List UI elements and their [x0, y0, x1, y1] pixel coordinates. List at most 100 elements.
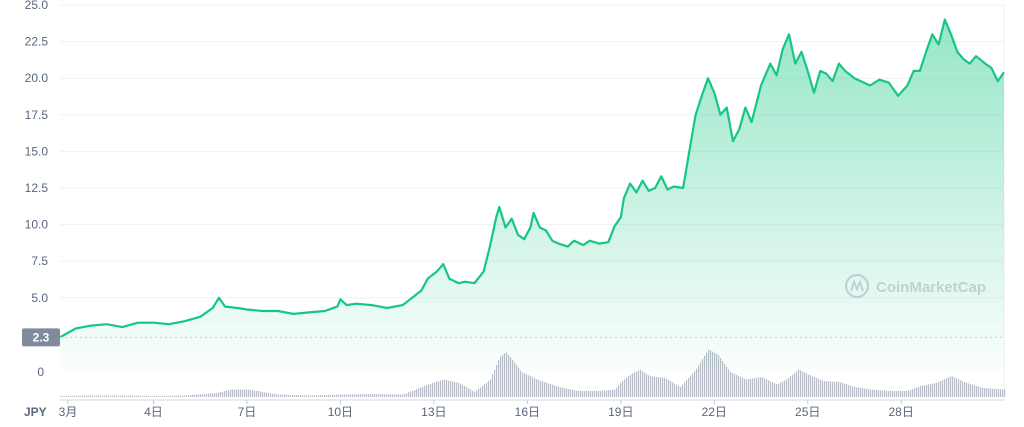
coinmarketcap-logo-icon	[844, 273, 870, 299]
volume-bar	[376, 394, 378, 397]
volume-bar	[106, 395, 108, 397]
volume-bar	[312, 395, 314, 397]
volume-bar	[632, 373, 634, 397]
volume-bar	[750, 378, 752, 397]
volume-bar	[904, 391, 906, 397]
volume-bar	[756, 377, 758, 397]
volume-bar	[864, 388, 866, 397]
volume-bar	[820, 379, 822, 397]
volume-bar	[314, 395, 316, 397]
volume-bar	[484, 384, 486, 397]
volume-bar	[994, 388, 996, 397]
volume-bar	[778, 383, 780, 397]
volume-bar	[436, 381, 438, 397]
volume-bar	[894, 391, 896, 397]
volume-bar	[702, 359, 704, 397]
volume-bar	[390, 394, 392, 397]
volume-bar	[184, 395, 186, 397]
volume-bar	[412, 390, 414, 397]
volume-bar	[152, 395, 154, 397]
price-line	[59, 18, 1005, 339]
volume-bar	[846, 384, 848, 397]
volume-bar	[640, 369, 642, 397]
volume-bar	[816, 377, 818, 397]
volume-bar	[982, 387, 984, 397]
volume-bar	[134, 395, 136, 397]
volume-bar	[680, 386, 682, 397]
volume-bar	[402, 394, 404, 397]
volume-bar	[882, 390, 884, 397]
volume-bar	[324, 395, 326, 397]
volume-bar	[562, 387, 564, 397]
volume-bar	[100, 395, 102, 397]
volume-bar	[916, 387, 918, 397]
volume-bar	[714, 352, 716, 397]
y-tick-label: 22.5	[25, 35, 49, 49]
volume-bar	[940, 380, 942, 397]
volume-bar	[554, 385, 556, 397]
volume-bar	[566, 388, 568, 397]
volume-bar	[382, 394, 384, 397]
volume-bar	[426, 385, 428, 397]
volume-bar	[336, 394, 338, 397]
volume-bar	[692, 373, 694, 397]
volume-bar	[694, 371, 696, 397]
volume-bar	[286, 394, 288, 397]
volume-bar	[380, 394, 382, 397]
volume-bar	[984, 388, 986, 397]
volume-bar	[352, 394, 354, 397]
volume-bar	[834, 381, 836, 397]
volume-bar	[868, 389, 870, 397]
volume-bar	[508, 354, 510, 397]
volume-bar	[534, 378, 536, 397]
volume-bar	[686, 380, 688, 397]
volume-bar	[532, 377, 534, 397]
volume-bar	[858, 387, 860, 397]
volume-bar	[218, 392, 220, 397]
volume-bar	[870, 389, 872, 397]
volume-bar	[166, 395, 168, 397]
volume-bar	[814, 377, 816, 397]
volume-bar	[500, 356, 502, 397]
volume-bar	[636, 371, 638, 397]
volume-bar	[998, 389, 1000, 397]
volume-bar	[892, 391, 894, 397]
volume-bar	[88, 395, 90, 397]
volume-bar	[890, 391, 892, 397]
volume-bar	[216, 392, 218, 397]
volume-bar	[468, 388, 470, 397]
volume-bar	[776, 384, 778, 397]
x-tick-label: 3月	[59, 405, 78, 419]
volume-bar	[420, 387, 422, 397]
volume-bars	[60, 349, 1006, 397]
volume-bar	[874, 389, 876, 397]
volume-bar	[246, 389, 248, 397]
volume-bar	[842, 383, 844, 397]
x-tick-label: 16日	[515, 405, 540, 419]
volume-bar	[958, 379, 960, 397]
volume-bar	[266, 392, 268, 397]
volume-bar	[676, 384, 678, 397]
volume-bar	[732, 373, 734, 397]
current-price-value: 2.3	[33, 330, 50, 344]
volume-bar	[304, 395, 306, 397]
volume-bar	[596, 391, 598, 397]
volume-bar	[160, 395, 162, 397]
volume-bar	[278, 394, 280, 397]
volume-bar	[974, 385, 976, 397]
volume-bar	[118, 395, 120, 397]
volume-bar	[828, 381, 830, 397]
volume-bar	[188, 395, 190, 397]
volume-bar	[92, 395, 94, 397]
volume-bar	[364, 394, 366, 397]
volume-bar	[656, 376, 658, 397]
x-tick-label: 10日	[328, 405, 353, 419]
volume-bar	[942, 380, 944, 397]
x-tick-label: 28日	[889, 405, 914, 419]
volume-bar	[626, 377, 628, 397]
volume-bar	[398, 394, 400, 397]
y-tick-label: 15.0	[25, 144, 49, 158]
volume-bar	[226, 390, 228, 397]
volume-bar	[728, 369, 730, 397]
volume-bar	[808, 374, 810, 397]
